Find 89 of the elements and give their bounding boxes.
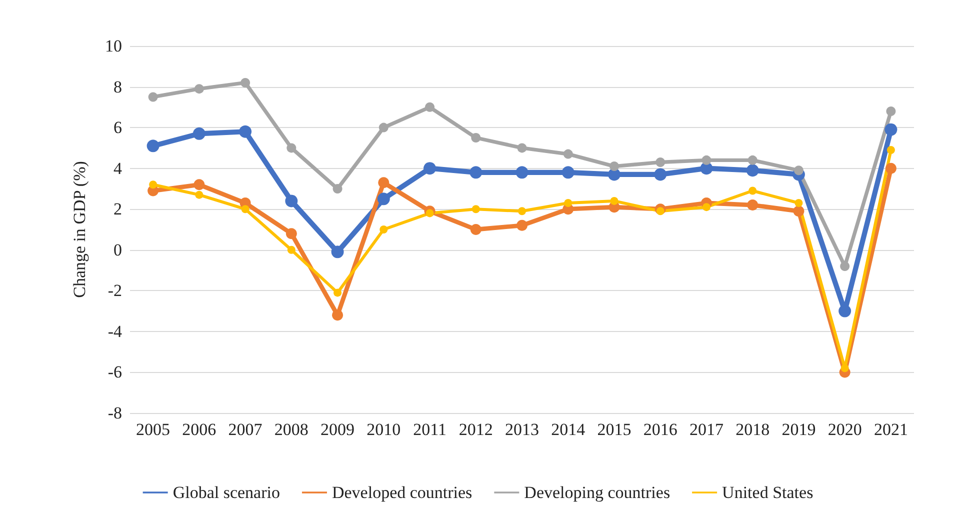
point [748, 186, 757, 195]
point [239, 125, 252, 138]
point [794, 166, 804, 176]
point [748, 155, 758, 165]
x-tick-label: 2020 [828, 420, 862, 439]
y-axis-title: Change in GDP (%) [70, 161, 89, 298]
point [194, 84, 204, 94]
y-tick-label: 2 [114, 200, 122, 219]
point [195, 190, 204, 199]
point [287, 246, 296, 254]
point [472, 205, 480, 214]
point [471, 133, 481, 142]
legend-label: Developed countries [332, 483, 472, 502]
y-tick-label: -4 [108, 322, 122, 341]
legend-label: Global scenario [172, 483, 280, 502]
point [378, 122, 388, 132]
point [656, 157, 666, 167]
x-tick-label: 2005 [136, 420, 170, 439]
point [286, 143, 296, 153]
point [654, 168, 667, 181]
point [377, 192, 390, 206]
point [794, 198, 803, 207]
x-tick-label: 2013 [505, 420, 539, 439]
point [702, 203, 710, 212]
point [886, 106, 896, 116]
point [793, 206, 804, 217]
x-tick-label: 2008 [274, 420, 308, 439]
point [516, 220, 528, 231]
x-tick-label: 2009 [320, 420, 355, 439]
y-tick-label: 4 [114, 158, 122, 178]
x-tick-label: 2012 [458, 420, 493, 439]
x-tick-label: 2019 [782, 420, 816, 439]
point [148, 92, 158, 102]
y-tick-label: 10 [105, 36, 122, 56]
point [332, 184, 342, 194]
point [146, 140, 160, 152]
x-tick-label: 2021 [874, 420, 908, 439]
x-tick-label: 2017 [689, 420, 724, 439]
point [426, 209, 434, 218]
point [331, 246, 344, 258]
point [470, 166, 482, 179]
point [838, 304, 852, 318]
x-tick-label: 2007 [228, 420, 263, 439]
point [518, 207, 526, 216]
x-tick-label: 2015 [597, 420, 632, 439]
y-tick-label: -8 [108, 404, 122, 422]
legend-label: Developing countries [524, 483, 670, 502]
point [285, 194, 298, 208]
x-tick-label: 2018 [736, 420, 770, 439]
point [470, 224, 482, 235]
y-tick-label: 8 [114, 77, 122, 96]
point [656, 207, 664, 216]
x-tick-label: 2006 [182, 420, 216, 439]
x-tick-label: 2011 [413, 420, 446, 439]
point [424, 162, 436, 175]
point [240, 78, 250, 88]
point [286, 228, 297, 240]
point [884, 123, 898, 136]
point [517, 143, 527, 153]
legend-label: United States [722, 483, 814, 502]
point [194, 179, 205, 190]
point [380, 226, 388, 234]
point [840, 364, 849, 372]
point [746, 164, 759, 177]
x-tick-label: 2016 [643, 420, 678, 439]
point [192, 127, 206, 140]
point [840, 261, 850, 271]
point [562, 166, 574, 179]
point [563, 149, 573, 159]
point [149, 180, 158, 189]
point [747, 200, 758, 211]
x-tick-label: 2010 [366, 420, 401, 439]
y-tick-label: -6 [108, 362, 122, 382]
point [241, 205, 250, 214]
point [332, 310, 344, 321]
point [609, 162, 619, 172]
y-tick-label: 6 [114, 118, 122, 138]
point [610, 196, 618, 205]
point [886, 146, 895, 154]
point [425, 102, 435, 112]
point [334, 288, 342, 297]
point [564, 198, 572, 207]
point [702, 155, 712, 165]
y-tick-label: -2 [108, 281, 122, 300]
x-tick-label: 2014 [551, 420, 586, 439]
point [885, 162, 896, 174]
y-tick-label: 0 [114, 240, 122, 260]
point [516, 166, 528, 179]
point [378, 177, 390, 188]
